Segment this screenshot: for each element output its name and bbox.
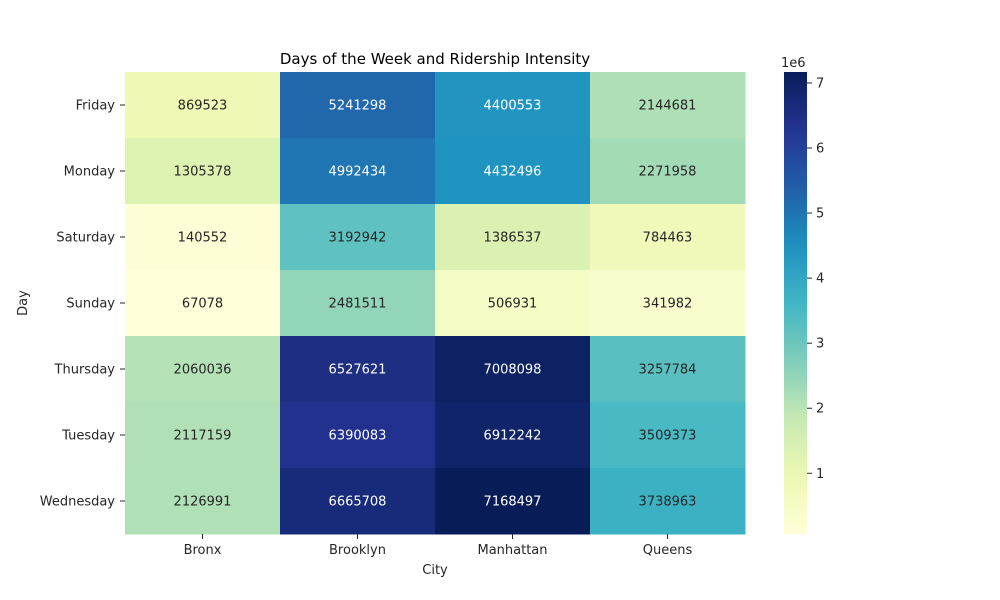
cell-value-label: 2060036 [174,363,232,378]
colorbar-tick-label: 7 [816,76,824,91]
heatmap-cell [125,336,281,403]
heatmap-cell [280,72,436,139]
y-axis: Friday Monday Saturday Sunday Thursday Tuesda… [40,99,125,510]
y-tick-label: Wednesday [40,495,116,510]
cell-value-label: 7008098 [484,363,542,378]
x-axis: Bronx Brooklyn Manhattan Queens [184,534,693,558]
colorbar-gradient [784,72,807,534]
y-tick-label: Tuesday [61,429,115,444]
heatmap-cell [125,138,281,205]
colorbar-tick-label: 6 [816,142,824,157]
cell-value-label: 2117159 [174,429,232,444]
colorbar-multiplier-label: 1e6 [781,56,806,71]
colorbar: 1 2 3 4 5 6 7 1e6 [781,56,824,534]
cell-value-label: 1386537 [484,231,542,246]
heatmap-cell [590,336,746,403]
y-axis-label: Day [16,290,31,316]
cell-value-label: 3738963 [639,495,697,510]
heatmap-cell [435,204,591,271]
colorbar-tick-label: 3 [816,337,824,352]
cell-value-label: 341982 [643,297,693,312]
cell-value-label: 2144681 [639,99,697,114]
heatmap-cell [435,138,591,205]
x-axis-label: City [422,563,448,578]
heatmap-cell [435,402,591,469]
cell-value-label: 6527621 [329,363,387,378]
y-tick-label: Thursday [54,363,116,378]
cell-value-label: 2271958 [639,165,697,180]
heatmap-cell [435,270,591,337]
y-tick-label: Sunday [66,297,115,312]
heatmap-cell [125,204,281,271]
heatmap-cell [280,204,436,271]
cell-value-label: 7168497 [484,495,542,510]
cell-value-label: 869523 [178,99,228,114]
heatmap-cell [590,72,746,139]
colorbar-tick-label: 5 [816,207,824,222]
cell-value-label: 784463 [643,231,693,246]
heatmap-cell [280,468,436,535]
y-tick-label: Monday [64,165,116,180]
heatmap-cell [125,72,281,139]
chart-title: Days of the Week and Ridership Intensity [280,50,590,68]
cell-value-label: 67078 [182,297,223,312]
heatmap-cell [280,270,436,337]
heatmap-cell [590,138,746,205]
heatmap-cell [590,402,746,469]
cell-value-label: 6390083 [329,429,387,444]
cell-value-label: 3509373 [639,429,697,444]
heatmap-cell [435,336,591,403]
cell-value-label: 6912242 [484,429,542,444]
cell-value-label: 3257784 [639,363,697,378]
colorbar-tick-label: 2 [816,402,824,417]
cell-value-label: 2481511 [329,297,387,312]
cell-value-label: 506931 [488,297,538,312]
heatmap-cell [590,204,746,271]
cell-value-label: 4992434 [329,165,387,180]
heatmap-cell [280,402,436,469]
heatmap-cell [125,468,281,535]
heatmap-cell [280,336,436,403]
heatmap-cell [125,270,281,337]
heatmap-cells: 869523 5241298 4400553 2144681 1305378 499243… [125,72,746,535]
x-tick-label: Manhattan [477,543,547,558]
cell-value-label: 6665708 [329,495,387,510]
cell-value-label: 4400553 [484,99,542,114]
heatmap-cell [435,72,591,139]
cell-value-label: 3192942 [329,231,387,246]
heatmap-cell [280,138,436,205]
y-tick-label: Saturday [56,231,115,246]
x-tick-label: Brooklyn [329,543,386,558]
cell-value-label: 4432496 [484,165,542,180]
x-tick-label: Queens [643,543,693,558]
heatmap-cell [435,468,591,535]
heatmap-cell [590,468,746,535]
x-tick-label: Bronx [184,543,222,558]
colorbar-tick-label: 1 [816,467,824,482]
cell-value-label: 1305378 [174,165,232,180]
cell-value-label: 2126991 [174,495,232,510]
cell-value-label: 5241298 [329,99,387,114]
colorbar-tick-label: 4 [816,272,824,287]
cell-value-label: 140552 [178,231,228,246]
y-tick-label: Friday [76,99,116,114]
heatmap-cell [590,270,746,337]
heatmap-cell [125,402,281,469]
